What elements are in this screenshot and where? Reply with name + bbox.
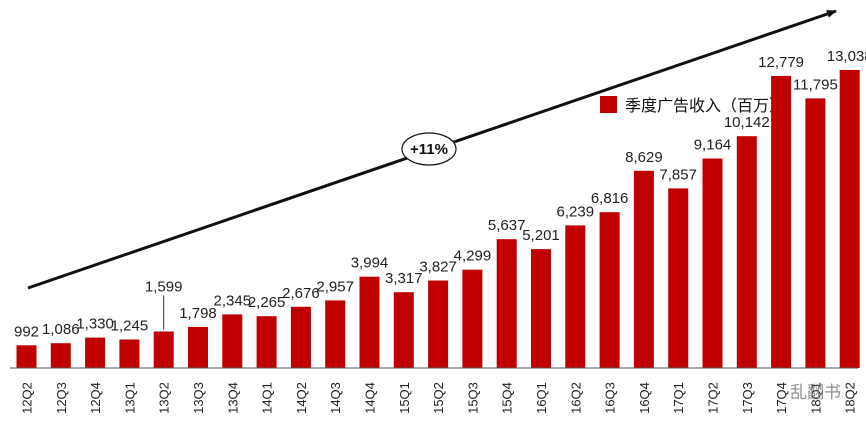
x-tick-16Q1: 16Q1 bbox=[534, 382, 549, 414]
value-label-14Q1: 2,265 bbox=[248, 294, 286, 311]
x-tick-12Q3: 12Q3 bbox=[54, 382, 69, 414]
x-tick-13Q2: 13Q2 bbox=[157, 382, 172, 414]
growth-badge: +11% bbox=[401, 132, 457, 166]
bars-group bbox=[16, 70, 860, 369]
value-labels-group: 992 1,0861,3301,2451,5991,7982,3452,2652,… bbox=[14, 48, 866, 340]
bar-15Q3 bbox=[462, 269, 483, 368]
bar-13Q4 bbox=[222, 314, 243, 368]
x-tick-17Q1: 17Q1 bbox=[671, 382, 686, 414]
bar-14Q2 bbox=[290, 306, 311, 368]
x-tick-12Q4: 12Q4 bbox=[88, 382, 103, 414]
value-label-18Q2: 13,038 bbox=[827, 48, 866, 65]
value-label-13Q2: 1,599 bbox=[145, 279, 183, 296]
value-label-16Q4: 8,629 bbox=[625, 149, 663, 166]
value-label-14Q2: 2,676 bbox=[282, 285, 320, 302]
bar-16Q4 bbox=[633, 170, 654, 368]
x-tick-17Q4: 17Q4 bbox=[774, 382, 789, 414]
bar-15Q2 bbox=[428, 280, 449, 368]
x-tick-15Q3: 15Q3 bbox=[465, 382, 480, 414]
bar-12Q2 bbox=[16, 345, 37, 368]
x-tick-16Q4: 16Q4 bbox=[637, 382, 652, 414]
bar-14Q1 bbox=[256, 316, 277, 368]
value-label-13Q3: 1,798 bbox=[179, 305, 217, 322]
bar-18Q1 bbox=[805, 98, 826, 369]
value-label-18Q1: 11,795 bbox=[793, 76, 838, 93]
value-label-12Q4: 1,330 bbox=[76, 316, 114, 333]
value-label-15Q2: 3,827 bbox=[419, 259, 457, 276]
bar-12Q3 bbox=[50, 343, 71, 368]
value-label-17Q4: 12,779 bbox=[758, 54, 804, 71]
value-label-17Q2: 9,164 bbox=[694, 137, 732, 154]
value-label-14Q4: 3,994 bbox=[351, 255, 389, 272]
value-label-15Q3: 4,299 bbox=[454, 248, 492, 265]
bar-15Q4 bbox=[496, 239, 517, 368]
bar-17Q4 bbox=[771, 75, 792, 369]
legend: 季度广告收入（百万） bbox=[600, 96, 785, 115]
x-tick-15Q4: 15Q4 bbox=[500, 382, 515, 414]
value-label-13Q4: 2,345 bbox=[214, 292, 252, 309]
value-label-15Q1: 3,317 bbox=[385, 270, 423, 287]
legend-label: 季度广告收入（百万） bbox=[625, 96, 785, 115]
bar-18Q2 bbox=[839, 70, 860, 368]
x-tick-17Q3: 17Q3 bbox=[740, 382, 755, 414]
x-tick-12Q2: 12Q2 bbox=[20, 382, 35, 414]
bar-14Q3 bbox=[325, 300, 346, 368]
value-label-16Q1: 5,201 bbox=[522, 227, 560, 244]
bar-13Q3 bbox=[188, 326, 208, 368]
bar-15Q1 bbox=[393, 292, 414, 368]
growth-badge-oval bbox=[401, 132, 457, 166]
bar-16Q3 bbox=[599, 212, 620, 368]
growth-rate-label: +11% bbox=[410, 141, 448, 158]
value-label-14Q3: 2,957 bbox=[316, 278, 354, 295]
x-tick-labels-group: 12Q2 12Q3 12Q4 13Q1 13Q2 13Q3 13Q4 14Q1 14Q2 14Q3… bbox=[20, 382, 858, 414]
value-label-12Q3: 1,086 bbox=[42, 321, 80, 338]
bar-13Q2 bbox=[153, 331, 174, 368]
x-tick-18Q2: 18Q2 bbox=[843, 382, 858, 414]
x-tick-16Q2: 16Q2 bbox=[568, 382, 583, 414]
x-tick-13Q1: 13Q1 bbox=[122, 382, 137, 414]
bar-14Q4 bbox=[359, 276, 380, 368]
x-tick-14Q3: 14Q3 bbox=[328, 382, 343, 414]
x-tick-18Q1: 18Q1 bbox=[808, 382, 823, 414]
value-label-12Q2: 992 bbox=[14, 323, 39, 340]
legend-swatch bbox=[600, 96, 617, 113]
value-label-16Q3: 6,816 bbox=[591, 190, 629, 207]
bar-12Q4 bbox=[85, 337, 106, 368]
x-tick-13Q4: 13Q4 bbox=[225, 382, 240, 414]
x-tick-13Q3: 13Q3 bbox=[191, 382, 206, 414]
bar-16Q2 bbox=[565, 225, 586, 368]
x-tick-14Q4: 14Q4 bbox=[363, 382, 378, 414]
value-label-16Q2: 6,239 bbox=[557, 203, 595, 220]
bar-13Q1 bbox=[119, 339, 140, 368]
bar-17Q3 bbox=[736, 136, 757, 368]
x-tick-14Q1: 14Q1 bbox=[260, 382, 275, 414]
value-label-17Q1: 7,857 bbox=[659, 166, 697, 183]
x-tick-16Q3: 16Q3 bbox=[603, 382, 618, 414]
x-tick-14Q2: 14Q2 bbox=[294, 382, 309, 414]
bar-17Q1 bbox=[668, 188, 689, 368]
value-label-17Q3: 10,142 bbox=[724, 114, 770, 131]
x-tick-17Q2: 17Q2 bbox=[706, 382, 721, 414]
value-label-13Q1: 1,245 bbox=[111, 318, 149, 335]
value-label-15Q4: 5,637 bbox=[488, 217, 526, 234]
x-tick-15Q1: 15Q1 bbox=[397, 382, 412, 414]
watermark: 乱翻书 bbox=[790, 383, 841, 403]
x-tick-15Q2: 15Q2 bbox=[431, 382, 446, 414]
bar-16Q1 bbox=[531, 249, 551, 368]
bar-17Q2 bbox=[702, 158, 723, 368]
